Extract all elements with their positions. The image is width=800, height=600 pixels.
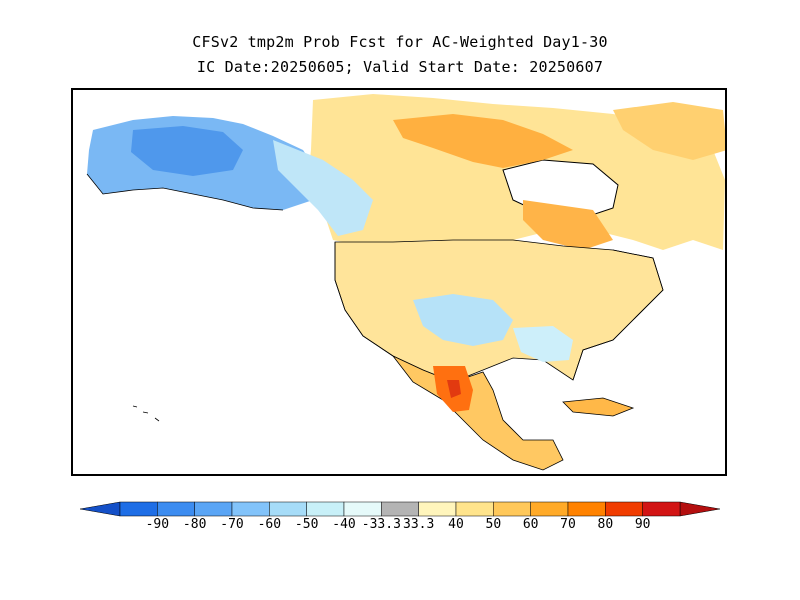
color-legend xyxy=(80,501,720,517)
us-plains-blue xyxy=(413,294,513,346)
legend-swatch xyxy=(381,501,419,517)
us-southeast-blue xyxy=(513,326,573,362)
legend-swatch xyxy=(231,501,270,517)
legend-swatch xyxy=(119,501,158,517)
hawaii xyxy=(132,405,160,422)
legend-swatch xyxy=(642,501,681,517)
legend-low-arrow xyxy=(80,501,121,517)
legend-swatch xyxy=(530,501,569,517)
legend-tick-label: 70 xyxy=(560,517,576,532)
legend-tick-label: -50 xyxy=(294,517,319,532)
greenland-edge xyxy=(613,102,725,160)
legend-swatch xyxy=(605,501,643,517)
cuba xyxy=(562,397,635,417)
legend-swatch xyxy=(493,501,531,517)
map-panel xyxy=(71,88,727,476)
legend-tick-label: 80 xyxy=(597,517,614,532)
legend-tick-label: 90 xyxy=(634,517,651,532)
arctic-warm xyxy=(393,114,573,168)
legend-swatch xyxy=(194,501,233,517)
mexico-landmass xyxy=(392,355,564,471)
map-title-line2: IC Date:20250605; Valid Start Date: 2025… xyxy=(196,58,604,76)
map-title-line1: CFSv2 tmp2m Prob Fcst for AC-Weighted Da… xyxy=(192,33,608,51)
legend-swatch xyxy=(418,501,457,517)
legend-swatch xyxy=(567,501,606,517)
alaska-core-colder xyxy=(131,126,243,176)
legend-tick-label: -40 xyxy=(332,517,356,532)
legend-tick-label: -60 xyxy=(257,517,282,532)
legend-tick-label: -90 xyxy=(145,517,170,532)
legend-tick-label: 50 xyxy=(485,517,502,532)
legend-swatch xyxy=(455,501,494,517)
legend-tick-label: -70 xyxy=(220,517,244,532)
quebec-warm xyxy=(523,200,613,250)
legend-tick-label: 40 xyxy=(448,517,464,532)
yukon-lightblue xyxy=(273,140,373,236)
coastline xyxy=(86,173,664,381)
legend-swatch xyxy=(157,501,195,517)
legend-swatch xyxy=(269,501,307,517)
legend-swatch xyxy=(343,501,382,517)
legend-swatch xyxy=(306,501,345,517)
legend-tick-label: 33.3 xyxy=(403,517,435,532)
legend-tick-label: 60 xyxy=(522,517,539,532)
mexico-hottest xyxy=(447,380,461,398)
legend-tick-label: -80 xyxy=(182,517,207,532)
legend-high-arrow xyxy=(679,501,720,517)
legend-tick-label: -33.3 xyxy=(361,517,401,532)
north-america-map xyxy=(86,94,725,471)
